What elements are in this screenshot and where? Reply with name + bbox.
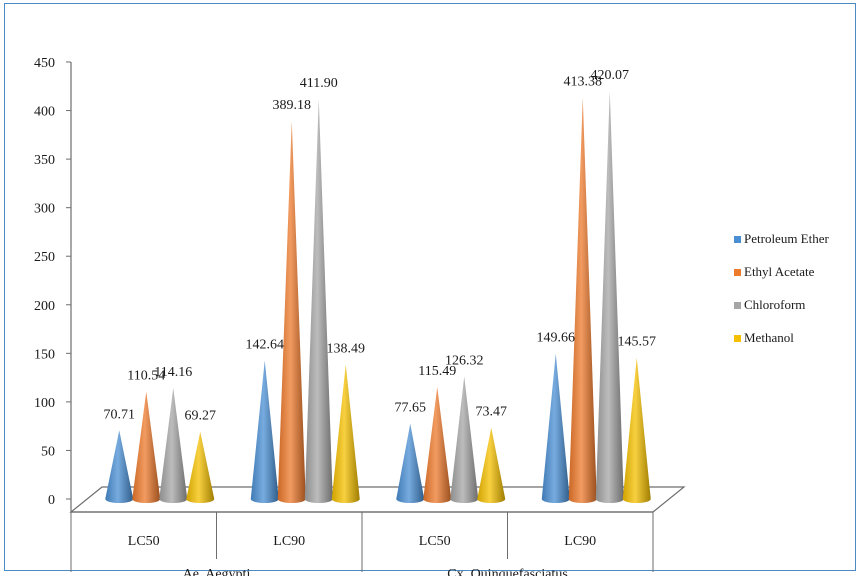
data-label: 138.49	[327, 342, 366, 357]
y-tick-label: 300	[34, 202, 55, 217]
legend-label: Ethyl Acetate	[744, 264, 815, 279]
data-label: 420.07	[591, 68, 630, 83]
cone-ethyl-acetate	[277, 121, 306, 503]
y-tick-label: 450	[34, 56, 55, 71]
cone-body	[331, 364, 360, 503]
y-tick-label: 50	[41, 444, 55, 459]
data-label: 70.71	[104, 407, 136, 422]
legend-label: Methanol	[744, 330, 794, 345]
data-label: 110.54	[127, 369, 165, 384]
y-tick-label: 200	[34, 299, 55, 314]
cone-body	[541, 353, 570, 503]
cone-body	[622, 357, 651, 503]
cone-ethyl-acetate	[132, 391, 161, 503]
cone-petroleum-ether	[541, 353, 570, 503]
data-label: 73.47	[476, 405, 508, 420]
cone-body	[250, 360, 279, 503]
cone-body	[423, 386, 452, 503]
cone-petroleum-ether	[250, 360, 279, 503]
cone-ethyl-acetate	[568, 97, 597, 504]
category-label: LC50	[128, 534, 160, 549]
cone-body	[186, 431, 215, 503]
cone-body	[477, 427, 506, 503]
cone-chloroform	[450, 376, 479, 503]
category-label: LC90	[273, 534, 305, 549]
data-label: 115.49	[418, 364, 456, 379]
cone-body	[568, 97, 597, 504]
legend-swatch	[734, 302, 741, 309]
legend-swatch	[734, 335, 741, 342]
cone-methanol	[477, 427, 506, 503]
cone-body	[277, 121, 306, 503]
data-label: 69.27	[185, 409, 217, 424]
legend-swatch	[734, 269, 741, 276]
cone-body	[105, 430, 134, 503]
cone-body	[396, 423, 425, 503]
y-tick-label: 150	[34, 347, 55, 362]
legend-label: Petroleum Ether	[744, 231, 830, 246]
data-label: 77.65	[395, 401, 427, 416]
category-label: LC50	[419, 534, 451, 549]
legend-label: Chloroform	[744, 297, 805, 312]
data-label: 389.18	[273, 98, 312, 113]
cone-body	[595, 91, 624, 503]
cone-petroleum-ether	[396, 423, 425, 503]
data-label: 145.57	[618, 335, 657, 350]
legend-swatch	[734, 236, 741, 243]
cone-body	[132, 391, 161, 503]
cone-body	[159, 388, 188, 503]
cone-methanol	[186, 431, 215, 503]
data-label: 126.32	[445, 353, 484, 368]
y-tick-label: 100	[34, 396, 55, 411]
data-label: 413.38	[564, 75, 603, 90]
cone-chloroform	[595, 91, 624, 503]
cone-chloroform	[159, 388, 188, 503]
group-label: Ae. Aegypti	[183, 567, 251, 576]
category-label: LC90	[564, 534, 596, 549]
data-label: 142.64	[246, 337, 285, 352]
y-tick-label: 400	[34, 105, 55, 120]
cone-methanol	[331, 364, 360, 503]
data-label: 149.66	[537, 331, 576, 346]
y-tick-label: 350	[34, 153, 55, 168]
y-tick-label: 0	[48, 493, 55, 508]
cone-ethyl-acetate	[423, 386, 452, 503]
y-tick-label: 250	[34, 250, 55, 265]
group-label: Cx. Quinquefasciatus	[447, 567, 568, 576]
cone-body	[304, 98, 333, 504]
data-label: 114.16	[154, 365, 192, 380]
data-label: 411.90	[300, 76, 338, 91]
cone-chloroform	[304, 98, 333, 504]
cone-body	[450, 376, 479, 503]
cone-petroleum-ether	[105, 430, 134, 503]
cone-methanol	[622, 357, 651, 503]
